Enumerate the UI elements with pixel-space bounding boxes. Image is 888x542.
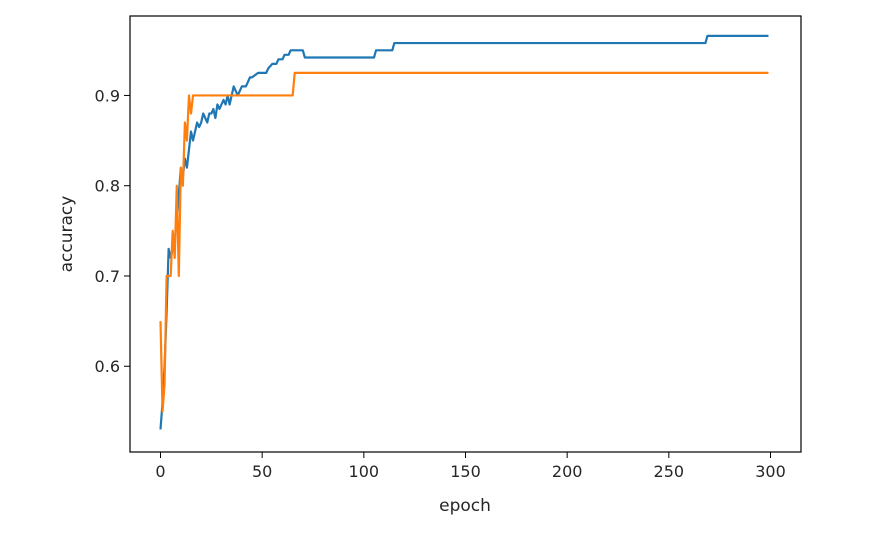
y-tick-label: 0.8: [95, 177, 120, 196]
y-tick-label: 0.6: [95, 357, 120, 376]
x-tick-label: 50: [252, 462, 272, 481]
x-tick-label: 200: [552, 462, 583, 481]
x-tick-label: 0: [155, 462, 165, 481]
y-tick-label: 0.9: [95, 86, 120, 105]
x-tick-label: 300: [755, 462, 786, 481]
series-layer: [159, 34, 769, 430]
y-axis: 0.6 0.7 0.8 0.9: [95, 86, 130, 376]
series-line-2: [159, 71, 769, 413]
y-axis-label: accuracy: [57, 196, 77, 273]
y-tick-label: 0.7: [95, 267, 120, 286]
x-tick-label: 100: [349, 462, 380, 481]
x-axis: 0 50 100 150 200 250 300: [155, 452, 786, 481]
x-axis-label: epoch: [439, 496, 491, 516]
x-tick-label: 150: [450, 462, 481, 481]
x-tick-label: 250: [654, 462, 685, 481]
